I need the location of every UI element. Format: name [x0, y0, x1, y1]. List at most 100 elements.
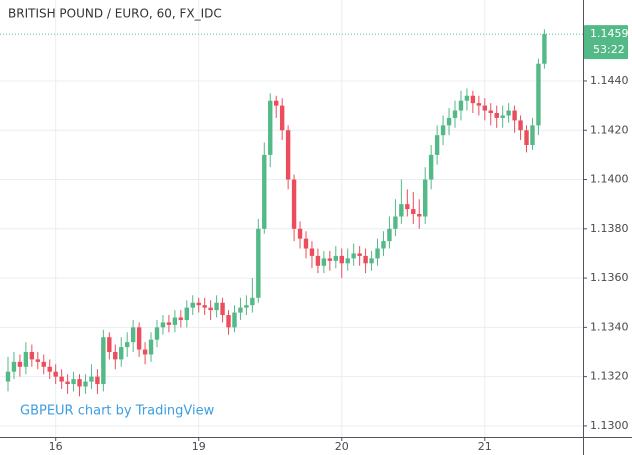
axes: 1.1300 1.1320 1.1340 1.1360 1.1380 1.1400 1.14… — [49, 25, 629, 453]
y-tick-label: 1.1340 — [590, 320, 629, 333]
candle-body — [518, 120, 523, 131]
candle-body — [65, 381, 70, 385]
candle-body — [262, 154, 267, 229]
candle-body — [154, 327, 160, 340]
y-tick-label: 1.1300 — [590, 419, 629, 432]
candle-body — [434, 135, 440, 155]
candle-body — [226, 315, 231, 328]
candle-body — [506, 110, 511, 116]
last-price-tag — [584, 25, 628, 60]
candle-body — [494, 113, 499, 118]
y-tick-label: 1.1420 — [590, 123, 629, 136]
candle-body — [512, 110, 517, 121]
x-tick-label: 16 — [49, 440, 63, 453]
candle-body — [428, 154, 434, 180]
x-tick-label: 21 — [478, 440, 492, 453]
candle-body — [297, 228, 303, 239]
candle-body — [470, 95, 476, 104]
grid — [0, 0, 583, 437]
candle-body — [196, 302, 201, 306]
candle-body — [17, 361, 23, 367]
candle-body — [327, 258, 333, 261]
candle-body — [423, 179, 428, 217]
candle-body — [232, 312, 237, 328]
candle-body — [274, 100, 279, 106]
candles — [0, 29, 583, 397]
candle-body — [339, 255, 344, 264]
candle-body — [47, 366, 52, 372]
candle-body — [291, 179, 297, 229]
candle-body — [184, 307, 189, 320]
candle-body — [35, 359, 40, 362]
candle-body — [71, 379, 76, 385]
candle-body — [11, 361, 17, 372]
y-tick-label: 1.1400 — [590, 173, 629, 186]
candle-body — [279, 105, 285, 131]
candle-body — [95, 376, 100, 385]
candle-body — [315, 255, 321, 266]
candle-body — [482, 105, 487, 111]
candle-body — [190, 302, 195, 308]
y-tick-label: 1.1440 — [590, 74, 629, 87]
chart-title: BRITISH POUND / EURO, 60, FX_IDC — [8, 7, 222, 21]
candle-body — [411, 209, 416, 215]
candle-body — [208, 307, 213, 311]
candle-body — [303, 238, 309, 249]
candle-body — [345, 258, 350, 264]
candle-body — [202, 305, 207, 308]
candle-body — [41, 361, 46, 367]
candle-body — [458, 100, 464, 111]
candle-body — [101, 337, 106, 385]
candle-body — [136, 327, 142, 350]
candle-body — [375, 248, 380, 259]
candle-body — [399, 204, 404, 217]
y-tick-label: 1.1320 — [590, 370, 629, 383]
candle-body — [214, 302, 219, 311]
candle-body — [542, 34, 547, 64]
candle-body — [238, 307, 243, 313]
candle-body — [524, 130, 529, 146]
candle-body — [59, 376, 64, 382]
candle-body — [417, 214, 422, 217]
candle-body — [107, 337, 112, 352]
candle-body — [405, 204, 410, 210]
candle-body — [5, 371, 11, 382]
candle-body — [220, 302, 225, 316]
candle-body — [244, 305, 249, 308]
candle-body — [256, 228, 261, 298]
candle-body — [285, 130, 291, 180]
x-tick-label: 20 — [335, 440, 349, 453]
candle-body — [113, 351, 118, 360]
last-price-label: 1.1459 — [590, 27, 629, 40]
candle-body — [160, 322, 166, 328]
candle-body — [488, 110, 493, 114]
candle-body — [119, 347, 124, 360]
candle-body — [393, 216, 398, 229]
candle-body — [89, 376, 94, 382]
candle-body — [83, 381, 88, 387]
candle-body — [172, 317, 178, 325]
candle-body — [440, 125, 446, 136]
candle-body — [363, 255, 368, 264]
candle-body — [166, 322, 172, 325]
candle-body — [125, 342, 130, 348]
candle-body — [23, 351, 29, 367]
candle-body — [351, 253, 356, 259]
candle-body — [452, 110, 458, 118]
candle-body — [178, 317, 184, 320]
candle-body — [500, 115, 505, 118]
candle-body — [381, 241, 386, 249]
candle-body — [357, 253, 362, 256]
candle-body — [476, 103, 482, 106]
candle-body — [250, 297, 255, 306]
y-tick-label: 1.1360 — [590, 271, 629, 284]
candle-body — [148, 339, 154, 355]
y-tick-label: 1.1380 — [590, 222, 629, 235]
x-tick-label: 19 — [192, 440, 206, 453]
candle-body — [536, 63, 541, 126]
candle-body — [446, 117, 452, 126]
candle-body — [464, 95, 470, 101]
candle-body — [321, 258, 327, 266]
countdown: 53:22 — [593, 43, 625, 56]
candle-body — [530, 125, 535, 146]
